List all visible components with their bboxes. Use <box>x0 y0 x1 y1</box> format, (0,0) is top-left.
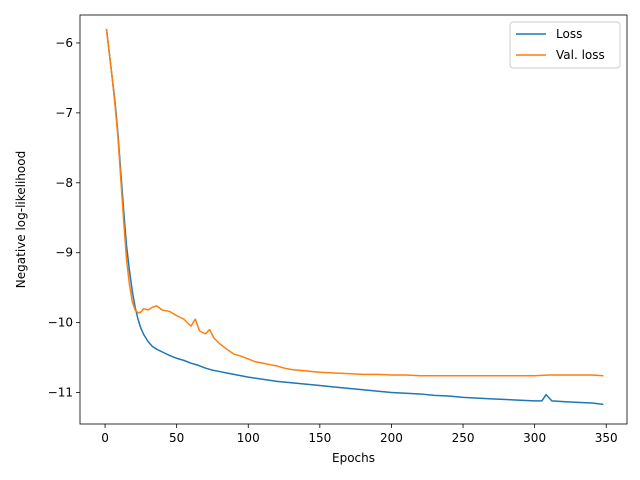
x-axis-ticks: 0 50 100 150 200 250 300 350 <box>101 424 618 445</box>
plot-frame <box>79 14 628 425</box>
x-axis-label: Epochs <box>332 451 375 465</box>
y-tick-label: −11 <box>48 386 73 400</box>
series-line-val-loss <box>105 28 604 377</box>
x-tick-label: 100 <box>237 431 260 445</box>
series-line-loss <box>105 28 604 406</box>
x-tick-label: 50 <box>169 431 184 445</box>
y-axis-ticks: −6 −7 −8 −9 −10 −11 <box>48 36 80 400</box>
y-tick-label: −7 <box>55 106 73 120</box>
y-axis-label: Negative log-likelihood <box>14 151 28 288</box>
x-tick-label: 200 <box>380 431 403 445</box>
y-tick-label: −8 <box>55 176 73 190</box>
y-tick-label: −10 <box>48 316 73 330</box>
y-tick-label: −9 <box>55 246 73 260</box>
y-tick-label: −6 <box>55 36 73 50</box>
legend-label-loss: Loss <box>556 27 582 41</box>
series-layer <box>105 28 604 406</box>
legend: Loss Val. loss <box>509 21 621 69</box>
x-tick-label: 300 <box>523 431 546 445</box>
x-tick-label: 350 <box>595 431 618 445</box>
x-tick-label: 0 <box>101 431 109 445</box>
legend-label-val-loss: Val. loss <box>556 48 605 62</box>
x-tick-label: 150 <box>308 431 331 445</box>
x-tick-label: 250 <box>452 431 475 445</box>
